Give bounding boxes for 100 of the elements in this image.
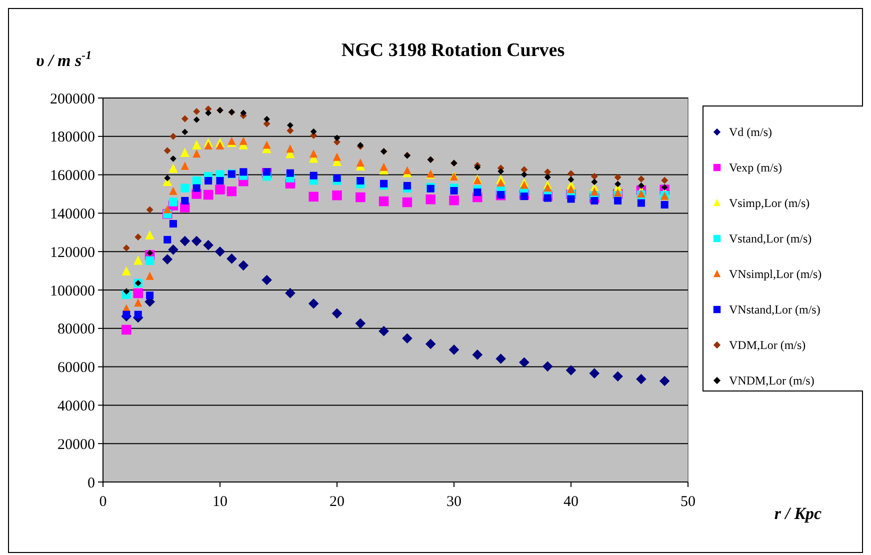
legend-label: Vsimp,Lor (m/s) [729,196,810,210]
point [180,236,190,246]
y-tick-label: 20000 [58,436,95,453]
point [239,136,248,145]
point [636,374,646,384]
point [216,141,224,150]
point [192,184,200,192]
point [568,176,574,183]
point [134,310,142,318]
legend-label: Vexp (m/s) [729,160,782,175]
point [204,176,212,185]
point [180,184,190,192]
point [134,234,142,240]
point [544,174,551,180]
point [169,220,177,228]
point [170,132,177,140]
point [146,272,154,280]
point [520,192,528,200]
point [332,152,342,161]
point [590,172,598,180]
point [310,128,317,135]
point [285,288,296,298]
point [214,246,226,257]
x-tick-label: 50 [680,494,696,510]
point [498,168,504,175]
point [521,171,528,178]
point [568,170,574,178]
point [192,176,201,186]
point [162,254,173,264]
point [238,260,249,271]
x-tick-label: 10 [212,494,228,510]
y-tick-label: 200000 [50,91,95,108]
point [308,298,319,309]
point [402,333,412,344]
point [180,162,189,170]
y-tick-label: 60000 [58,360,95,376]
point [544,194,552,202]
point [164,147,171,154]
x-tick-label: 40 [564,494,578,510]
x-tick-label: 20 [330,494,344,510]
x-tick-label: 0 [99,494,107,510]
point [122,266,131,276]
point [170,155,176,162]
point [403,182,411,190]
point [566,185,576,194]
point [425,338,436,350]
point [203,240,214,250]
point [203,190,214,200]
point [193,116,200,123]
point [168,164,178,173]
point [310,172,318,180]
point [660,200,668,209]
point [134,256,143,265]
point [544,184,552,192]
point [133,288,143,298]
point [228,136,236,145]
point [566,365,576,376]
point [589,368,600,378]
y-tick-label: 140000 [50,206,95,222]
point [612,371,623,382]
point [637,199,645,207]
point [191,236,202,246]
point [182,128,188,136]
legend-label: VDM,Lor (m/s) [729,338,806,352]
point [474,164,481,171]
point [216,176,224,185]
point [226,186,237,196]
point [286,127,294,134]
point [614,174,622,181]
point [123,288,130,295]
point [180,148,190,158]
point [168,198,178,206]
point [146,292,154,300]
point [215,184,225,194]
point [332,308,342,319]
point [122,244,130,252]
point [355,318,366,329]
y-tick-label: 120000 [50,244,95,261]
point [659,376,670,386]
point [356,176,364,185]
point [164,174,171,182]
point [262,140,271,149]
point [638,182,644,189]
x-tick-label: 30 [446,494,462,510]
legend-label: VNDM,Lor (m/s) [729,374,814,388]
y-tick-label: 80000 [58,322,95,338]
point [192,150,201,158]
point [240,168,248,176]
point [591,178,598,186]
y-tick-label: 40000 [58,398,95,414]
point [134,298,142,307]
point [204,141,212,150]
point [402,197,412,208]
point [193,108,200,115]
point [264,116,270,122]
point [333,174,341,182]
point [614,180,621,188]
point [205,110,212,116]
point [146,206,154,214]
point [226,254,237,264]
